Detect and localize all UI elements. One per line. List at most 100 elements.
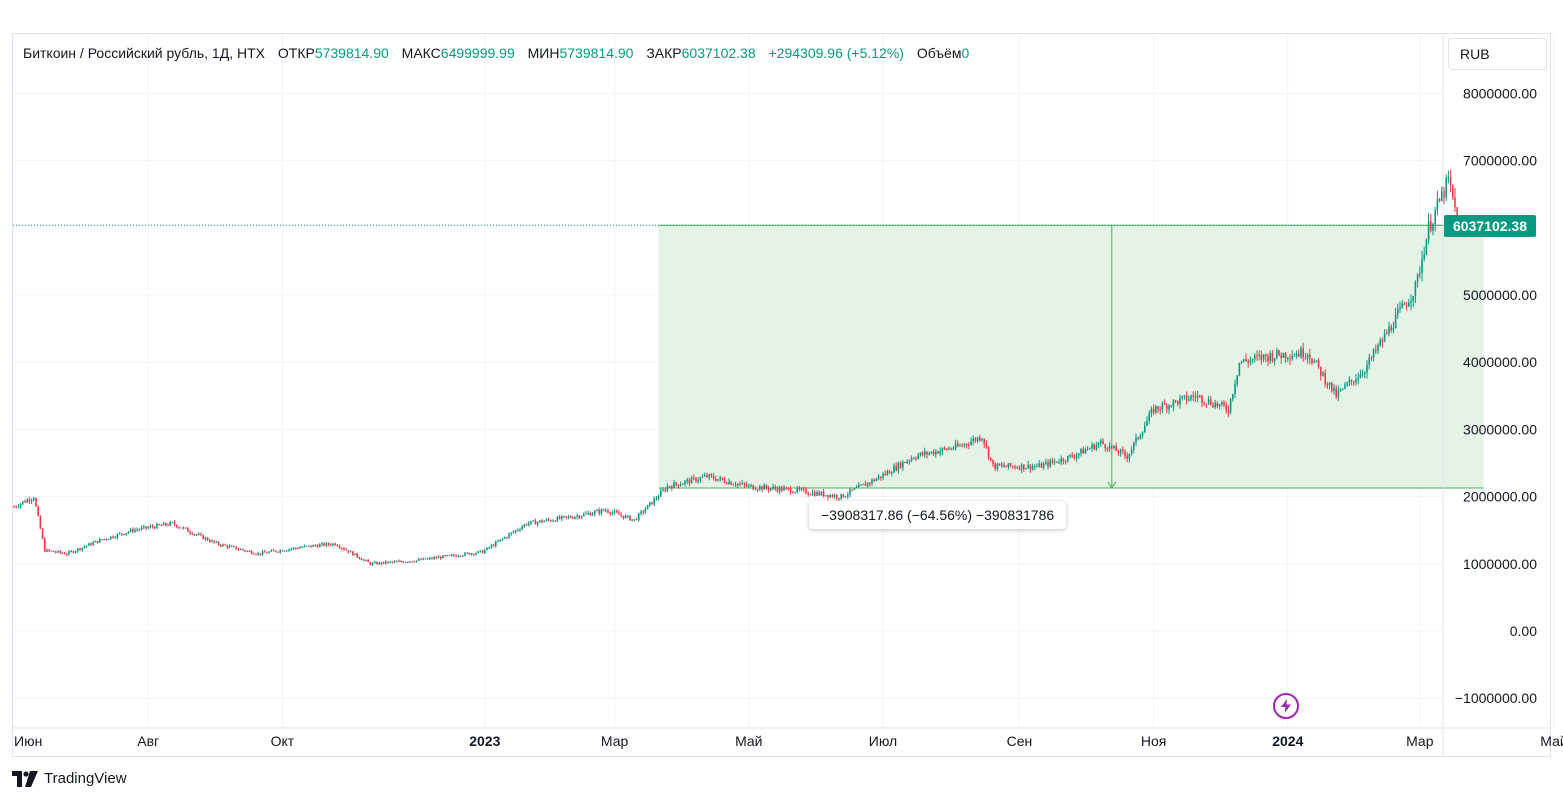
candle-body <box>13 506 15 508</box>
candle <box>1284 352 1287 363</box>
candle-body <box>902 461 904 468</box>
candle-body <box>761 486 763 490</box>
candle <box>983 438 985 449</box>
candle-body <box>1192 395 1194 397</box>
candle <box>1381 337 1384 348</box>
candle <box>1108 442 1111 453</box>
measure-arrow-head <box>1107 481 1117 489</box>
candle-body <box>987 446 990 458</box>
candle <box>1388 321 1390 337</box>
candle-body <box>486 547 488 551</box>
candle-body <box>1078 453 1080 456</box>
candle-body <box>151 526 154 528</box>
candle <box>866 482 869 488</box>
candle-body <box>1397 309 1399 315</box>
candle <box>574 516 576 520</box>
candle <box>1040 461 1043 468</box>
candle-body <box>704 475 706 477</box>
candle <box>1441 186 1443 202</box>
legend-symbol[interactable]: Биткоин / Российский рубль, 1Д, HTX <box>23 45 265 61</box>
candle <box>917 452 919 460</box>
candle <box>924 447 926 459</box>
candle <box>400 560 402 563</box>
candle <box>739 481 741 487</box>
candle-body <box>662 489 664 491</box>
candle <box>255 553 257 556</box>
candle-body <box>1399 307 1401 310</box>
candle <box>209 538 211 544</box>
candle-body <box>1419 273 1421 275</box>
candle <box>39 515 42 530</box>
candle-body <box>1328 382 1331 386</box>
candle-body <box>253 553 255 555</box>
candle-body <box>451 554 453 556</box>
candle-body <box>517 529 519 531</box>
candle-body <box>160 524 163 526</box>
candle <box>1119 448 1122 457</box>
candle <box>1234 379 1236 398</box>
candle-body <box>864 483 867 486</box>
candle <box>429 556 431 561</box>
candle <box>948 446 950 451</box>
candle-body <box>805 489 807 494</box>
tradingview-logo-icon <box>12 770 38 787</box>
candle-body <box>468 552 471 555</box>
candle <box>1326 381 1329 389</box>
candle <box>1029 464 1032 473</box>
candle <box>754 486 757 491</box>
candle-body <box>149 526 152 528</box>
candle <box>1014 464 1016 470</box>
tradingview-logo[interactable]: TradingView <box>12 770 127 787</box>
candle-body <box>292 547 295 549</box>
candle-body <box>983 438 985 445</box>
candle <box>1295 350 1298 359</box>
candle-body <box>963 443 966 446</box>
candle <box>426 557 429 560</box>
candle <box>143 524 145 530</box>
candle-body <box>385 561 387 564</box>
candle <box>77 547 79 553</box>
candle <box>1049 458 1051 469</box>
candle-body <box>204 537 207 540</box>
candle <box>1122 446 1124 455</box>
candle <box>990 457 992 462</box>
candle <box>1137 436 1139 441</box>
candle-body <box>213 540 215 543</box>
candle <box>228 544 231 549</box>
candle <box>825 495 827 497</box>
candle-body <box>448 555 451 557</box>
candle <box>363 558 365 562</box>
legend-high-value: 6499999.99 <box>440 45 515 61</box>
candle-body <box>1159 409 1161 411</box>
currency-button[interactable]: RUB <box>1448 38 1547 70</box>
candle <box>189 530 191 535</box>
candle-body <box>671 486 673 489</box>
candle-body <box>499 539 501 542</box>
candle <box>640 510 642 516</box>
candle <box>24 499 26 503</box>
bolt-button[interactable] <box>1273 693 1299 719</box>
candle <box>811 489 814 496</box>
candle <box>1339 387 1342 392</box>
candle <box>880 476 882 481</box>
candle <box>1084 447 1087 454</box>
candle-body <box>1207 399 1210 404</box>
candle-body <box>710 474 713 476</box>
candle <box>52 550 55 552</box>
candle <box>72 550 75 554</box>
candle <box>1031 463 1034 471</box>
candle-body <box>198 534 200 536</box>
candle <box>61 551 64 554</box>
candle-body <box>521 526 523 530</box>
candle-body <box>1355 379 1357 383</box>
candle <box>1069 453 1071 459</box>
y-tick-label: 2000000.00 <box>1463 489 1537 505</box>
candle <box>805 487 807 495</box>
candle <box>448 554 451 557</box>
candle <box>803 486 805 493</box>
candle <box>145 526 147 531</box>
candle-body <box>684 480 686 484</box>
candle <box>195 533 198 536</box>
candle <box>261 550 264 556</box>
